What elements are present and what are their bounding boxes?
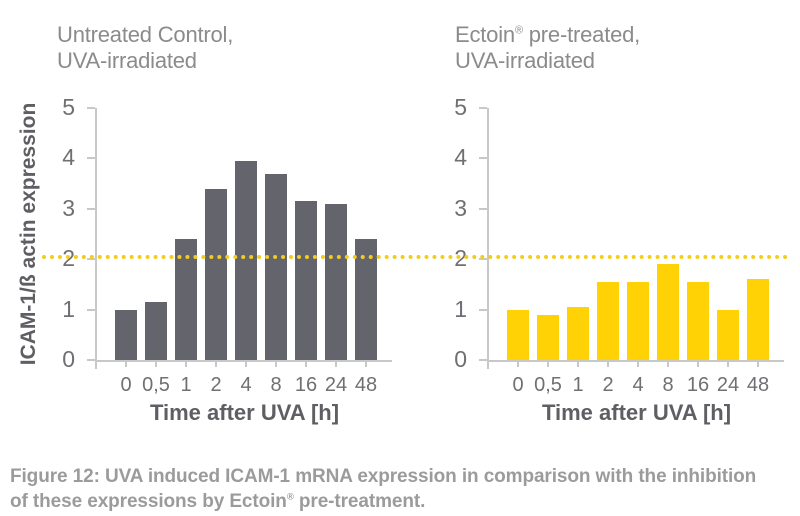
y-tick	[479, 107, 487, 109]
x-tick-label: 4	[240, 374, 252, 396]
y-tick-label: 1	[454, 295, 467, 322]
x-tick	[667, 360, 669, 367]
bar	[717, 309, 739, 360]
bar	[265, 173, 287, 360]
y-tick-label: 0	[62, 346, 75, 372]
y-axis-title: ICAM-1/ß actin expression	[17, 102, 40, 366]
y-tick-label: 0	[454, 346, 467, 372]
y-tick	[87, 207, 95, 210]
left-chart-title: Untreated Control, UVA-irradiated	[57, 22, 233, 75]
y-tick-label: 3	[62, 194, 75, 221]
x-tick	[275, 360, 277, 367]
x-tick-label: 1	[572, 374, 584, 396]
x-tick	[637, 360, 639, 367]
y-tick	[479, 157, 487, 160]
bar	[175, 239, 197, 360]
x-tick	[547, 360, 549, 367]
y-tick	[87, 157, 95, 160]
y-tick-label: 4	[454, 144, 467, 171]
y-tick	[87, 359, 95, 361]
x-tick-label: 48	[746, 374, 770, 396]
y-tick	[479, 207, 487, 210]
bar	[597, 281, 619, 360]
x-tick	[215, 360, 217, 367]
x-tick	[155, 360, 157, 367]
y-tick	[87, 107, 95, 109]
x-tick	[365, 360, 367, 367]
x-tick-label: 24	[716, 374, 740, 396]
caption-line2-post: pre-treatment.	[293, 491, 426, 513]
bar	[235, 160, 257, 360]
x-tick	[517, 360, 519, 367]
bar	[205, 188, 227, 360]
bar	[115, 309, 137, 360]
y-tick	[87, 258, 95, 261]
x-tick-label: 8	[662, 374, 674, 396]
left-chart-title-line2: UVA-irradiated	[57, 48, 197, 74]
registered-trademark-symbol: ®	[514, 24, 523, 37]
y-tick-label: 3	[454, 194, 467, 221]
right-chart-title: Ectoin® pre-treated, UVA-irradiated	[455, 22, 640, 75]
reference-line	[42, 254, 788, 259]
bar	[687, 281, 709, 360]
bar	[627, 281, 649, 360]
x-tick-label: 16	[686, 374, 710, 396]
right-chart-title-brand: Ectoin	[455, 22, 515, 47]
x-tick	[727, 360, 729, 367]
right-chart-title-line1-rest: pre-treated,	[522, 22, 641, 47]
x-tick	[577, 360, 579, 367]
y-tick-label: 5	[62, 94, 75, 120]
x-tick	[305, 360, 307, 367]
left-chart-title-line1: Untreated Control,	[57, 22, 234, 47]
x-tick	[245, 360, 247, 367]
y-tick-label: 5	[454, 94, 467, 120]
x-tick	[125, 360, 127, 367]
registered-trademark-symbol: ®	[286, 491, 294, 503]
bar	[325, 203, 347, 360]
y-tick-label: 2	[62, 245, 75, 272]
x-tick-label: 0	[512, 374, 524, 396]
bar	[355, 239, 377, 360]
right-plot-area: Time after UVA [h] 0 1 2 3 4 5 0 0,5 1 2 4 8 16 24 48	[454, 95, 784, 425]
x-tick-label: 2	[210, 374, 222, 396]
bar	[145, 302, 167, 360]
bar	[567, 307, 589, 360]
bar	[537, 314, 559, 360]
right-chart-title-line2: UVA-irradiated	[455, 48, 595, 74]
x-tick	[185, 360, 187, 367]
x-tick-label: 0,5	[142, 374, 170, 396]
x-tick-label: 4	[632, 374, 644, 396]
x-tick-label: 0	[120, 374, 132, 396]
y-tick	[479, 359, 487, 361]
x-tick	[335, 360, 337, 367]
bar	[295, 201, 317, 360]
x-tick-label: 2	[602, 374, 614, 396]
bar	[507, 309, 529, 360]
x-tick	[697, 360, 699, 367]
caption-line2-pre: of these expressions by Ectoin	[10, 491, 287, 513]
x-tick-label: 0,5	[534, 374, 562, 396]
y-tick	[87, 308, 95, 311]
left-x-axis-title: Time after UVA [h]	[149, 400, 340, 425]
figure-caption: Figure 12: UVA induced ICAM-1 mRNA expre…	[10, 464, 794, 514]
x-tick-label: 16	[294, 374, 318, 396]
left-plot-area: Time after UVA [h] 0 1 2 3 4 5 0 0,5 1 2 4 8 16 24 48	[62, 95, 392, 425]
y-tick-label: 1	[62, 295, 75, 322]
x-tick-label: 24	[324, 374, 348, 396]
caption-line1: Figure 12: UVA induced ICAM-1 mRNA expre…	[10, 466, 757, 487]
y-tick-label: 2	[454, 245, 467, 272]
x-tick	[607, 360, 609, 367]
y-tick	[479, 308, 487, 311]
x-tick-label: 1	[180, 374, 192, 396]
right-x-axis-title: Time after UVA [h]	[541, 400, 732, 425]
x-tick	[757, 360, 759, 367]
y-tick	[479, 258, 487, 261]
x-tick-label: 8	[270, 374, 282, 396]
x-tick-label: 48	[354, 374, 378, 396]
bar	[657, 264, 679, 360]
bar	[747, 279, 769, 360]
y-tick-label: 4	[62, 144, 75, 171]
